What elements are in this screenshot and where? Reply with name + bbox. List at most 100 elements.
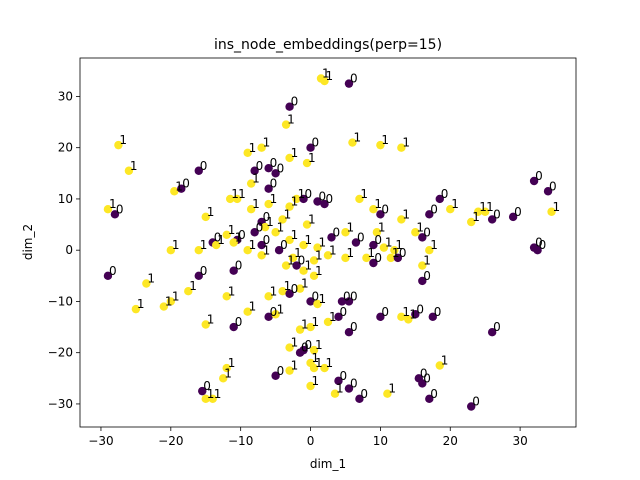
- data-point-class-1: [309, 256, 319, 265]
- data-point-class-1: [194, 245, 203, 255]
- data-point-label: 0: [200, 159, 208, 173]
- data-point-class-1: [201, 320, 210, 329]
- data-point-class-1: [355, 194, 364, 204]
- data-point-label: 0: [277, 364, 285, 378]
- data-point-label: 1: [367, 246, 375, 260]
- data-point-class-0: [250, 228, 259, 237]
- data-point-class-1: [285, 366, 294, 375]
- data-point-class-1: [243, 307, 252, 316]
- x-tick-label: 30: [512, 434, 527, 448]
- data-point-class-0: [264, 312, 273, 322]
- data-point-label: 0: [339, 305, 347, 319]
- data-point-class-1: [243, 148, 252, 158]
- data-point-class-0: [271, 169, 280, 178]
- data-point-label: 1: [175, 179, 183, 193]
- data-point-label: 1: [312, 351, 320, 365]
- data-point-class-1: [547, 207, 556, 216]
- data-point-class-1: [260, 222, 270, 232]
- data-point-label: 1: [402, 207, 410, 221]
- x-axis: −30 −20 −10 0 10 20 30: [88, 427, 528, 448]
- data-point-label: 1: [319, 236, 327, 250]
- data-point-label: 0: [291, 95, 299, 109]
- data-point-class-1: [390, 245, 399, 255]
- data-point-label: 0: [312, 289, 320, 303]
- data-point-label: 1: [291, 195, 299, 209]
- data-point-label: 0: [339, 369, 347, 383]
- data-point-label: 1: [374, 197, 382, 211]
- data-point-label: 0: [374, 251, 382, 265]
- data-point-label: 1: [200, 238, 208, 252]
- data-point-label: 1: [388, 382, 396, 396]
- data-point-class-1: [299, 240, 308, 250]
- data-point-label: 1: [235, 231, 243, 245]
- data-point-label: 0: [256, 220, 264, 234]
- data-point-label: 0: [357, 231, 365, 245]
- data-point-label: 0: [472, 395, 480, 409]
- data-point-label: 1: [172, 238, 180, 252]
- data-point-label: 0: [350, 320, 358, 334]
- data-point-class-0: [327, 233, 336, 242]
- data-point-label: 0: [350, 72, 358, 86]
- data-point-label: 0: [350, 289, 358, 303]
- data-point-class-0: [411, 310, 420, 319]
- data-point-label: 0: [423, 225, 431, 239]
- data-point-class-1: [323, 251, 333, 260]
- data-point-class-1: [313, 299, 322, 309]
- data-point-class-0: [344, 327, 354, 337]
- data-point-label: 1: [308, 151, 316, 165]
- data-point-label: 1: [270, 192, 278, 206]
- data-point-label: 1: [130, 159, 138, 173]
- data-point-label: 1: [381, 133, 389, 147]
- y-axis: −30 −20 −10 0 10 20 30: [48, 89, 80, 411]
- data-point-class-1: [309, 271, 319, 281]
- data-point-label: 0: [326, 192, 334, 206]
- data-point-class-1: [404, 315, 413, 324]
- data-point-class-1: [323, 317, 333, 327]
- data-point-label: 0: [263, 233, 271, 247]
- data-point-label: 0: [256, 159, 264, 173]
- data-point-label: 0: [291, 282, 299, 296]
- data-point-class-1: [302, 158, 312, 168]
- data-point-label: 1: [284, 207, 292, 221]
- data-point-label: 1: [291, 359, 299, 373]
- data-point-label: 1: [165, 295, 173, 309]
- data-point-label: 1: [277, 302, 285, 316]
- data-point-label: 1: [346, 220, 354, 234]
- data-point-class-0: [306, 143, 315, 152]
- data-point-label: 1: [326, 69, 334, 83]
- data-point-class-1: [114, 140, 123, 150]
- data-point-class-0: [467, 402, 476, 411]
- data-point-label: 0: [203, 379, 211, 393]
- data-point-label: 0: [399, 246, 407, 260]
- data-point-class-1: [257, 251, 266, 260]
- data-point-label: 1: [266, 215, 274, 229]
- data-point-class-0: [418, 276, 427, 286]
- data-point-class-1: [473, 207, 483, 216]
- data-point-label: 1: [137, 297, 145, 311]
- data-point-class-1: [295, 325, 305, 334]
- data-point-class-1: [341, 253, 350, 263]
- data-point-class-0: [229, 266, 238, 275]
- data-point-label: 0: [109, 264, 117, 278]
- data-point-label: 1: [353, 131, 361, 145]
- data-point-label: 1: [312, 374, 320, 388]
- data-point-class-1: [246, 204, 256, 214]
- data-point-label: 1: [284, 279, 292, 293]
- data-point-class-0: [425, 394, 434, 404]
- data-point-class-1: [383, 389, 392, 398]
- data-point-label: 1: [472, 210, 480, 224]
- data-point-label: 1: [360, 187, 368, 201]
- data-point-label: 1: [315, 264, 323, 278]
- data-point-class-1: [278, 215, 287, 224]
- data-point-class-0: [435, 194, 444, 204]
- data-point-class-1: [271, 310, 280, 319]
- data-point-label: 1: [147, 272, 155, 286]
- data-point-class-1: [376, 140, 385, 150]
- data-point-class-1: [159, 302, 169, 311]
- data-point-class-1: [246, 179, 256, 188]
- data-point-label: 0: [305, 338, 313, 352]
- data-point-label: 0: [277, 161, 285, 175]
- data-point-class-1: [243, 245, 252, 255]
- data-point-label: 1: [402, 136, 410, 150]
